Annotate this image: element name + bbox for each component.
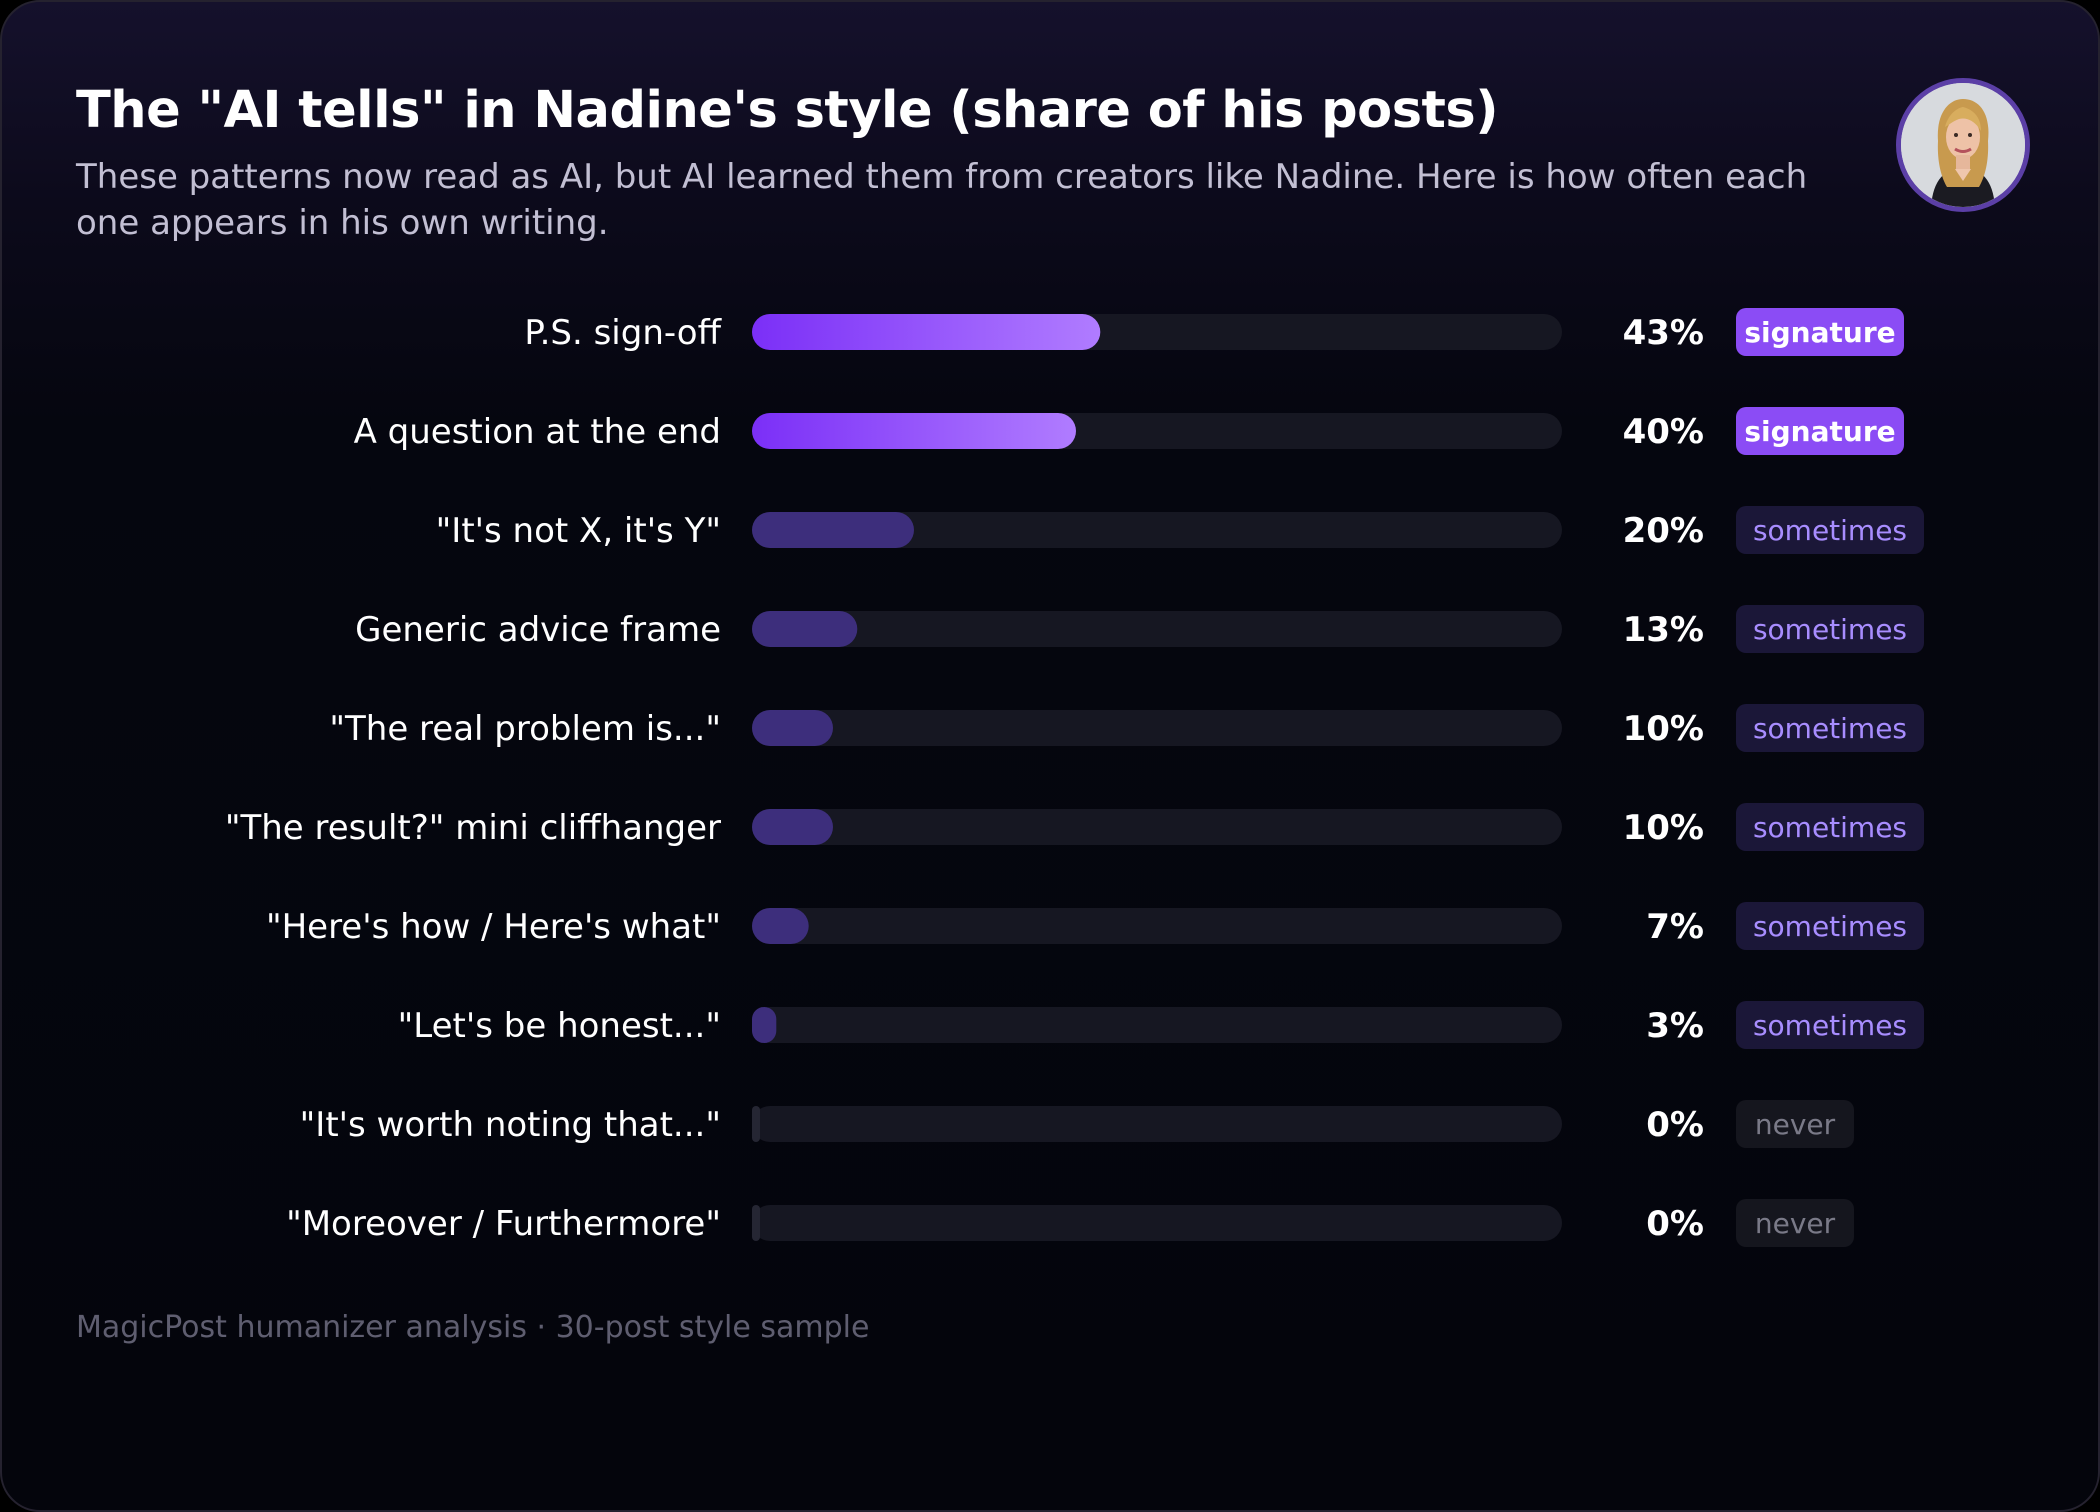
category-label: "Moreover / Furthermore" [286, 1204, 721, 1244]
bar-track [752, 710, 1562, 746]
value-label: 0% [1646, 1204, 1704, 1244]
badge-label: sometimes [1753, 910, 1907, 943]
badge-sometimes [1736, 704, 1924, 752]
value-label: 10% [1623, 709, 1704, 749]
value-label: 13% [1623, 610, 1704, 650]
value-label: 40% [1623, 412, 1704, 452]
badge-label: sometimes [1753, 514, 1907, 547]
bar-track [752, 611, 1562, 647]
badge-label: sometimes [1753, 1009, 1907, 1042]
value-label: 7% [1646, 907, 1704, 947]
badge-label: signature [1744, 316, 1895, 349]
category-label: "It's worth noting that..." [300, 1105, 721, 1145]
bar [752, 611, 858, 647]
category-label: "The real problem is..." [329, 709, 721, 749]
badge-never [1736, 1199, 1854, 1247]
category-label: "Here's how / Here's what" [266, 907, 721, 947]
badge-label: sometimes [1753, 613, 1907, 646]
category-label: Generic advice frame [355, 610, 721, 650]
badge-sometimes [1736, 1001, 1924, 1049]
bar [752, 809, 833, 845]
bar [752, 413, 1076, 449]
category-label: "The result?" mini cliffhanger [225, 808, 721, 848]
bar [752, 314, 1101, 350]
source-footnote: MagicPost humanizer analysis · 30-post s… [76, 1310, 870, 1345]
bar [752, 1205, 760, 1241]
badge-label: sometimes [1753, 712, 1907, 745]
badge-label: signature [1744, 415, 1895, 448]
category-label: "It's not X, it's Y" [436, 511, 721, 551]
bar [752, 710, 833, 746]
value-label: 10% [1623, 808, 1704, 848]
chart-subtitle: These patterns now read as AI, but AI le… [76, 157, 1808, 243]
category-label: P.S. sign-off [524, 313, 722, 353]
badge-sometimes [1736, 902, 1924, 950]
badge-never [1736, 1100, 1854, 1148]
profile-photo-icon [1901, 83, 2025, 207]
bar-track [752, 1007, 1562, 1043]
badge-label: never [1755, 1207, 1836, 1240]
badge-label: never [1755, 1108, 1836, 1141]
badge-sometimes [1736, 506, 1924, 554]
bar-track [752, 1205, 1562, 1241]
value-label: 20% [1623, 511, 1704, 551]
chart-title: The "AI tells" in Nadine's style (share … [76, 81, 1499, 140]
badge-signature [1736, 407, 1904, 455]
bar-track [752, 512, 1562, 548]
bar [752, 1106, 760, 1142]
badge-signature [1736, 308, 1904, 356]
bar [752, 908, 809, 944]
value-label: 3% [1646, 1006, 1704, 1046]
category-label: A question at the end [354, 412, 721, 452]
category-label: "Let's be honest..." [398, 1006, 721, 1046]
bar [752, 512, 914, 548]
badge-sometimes [1736, 803, 1924, 851]
badge-sometimes [1736, 605, 1924, 653]
value-label: 43% [1623, 313, 1704, 353]
badge-label: sometimes [1753, 811, 1907, 844]
bar-track [752, 1106, 1562, 1142]
bar-track [752, 809, 1562, 845]
bar [752, 1007, 777, 1043]
value-label: 0% [1646, 1105, 1704, 1145]
avatar [1896, 78, 2030, 212]
bar-track [752, 908, 1562, 944]
